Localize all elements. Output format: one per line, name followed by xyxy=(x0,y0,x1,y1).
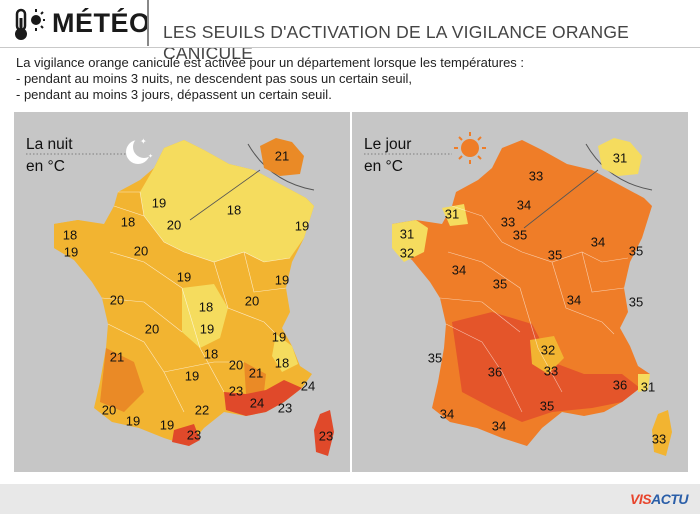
map-label: 34 xyxy=(590,234,606,250)
header-divider xyxy=(147,0,149,46)
map-label: 18 xyxy=(198,299,214,315)
map-label: 20 xyxy=(166,217,182,233)
map-label: 35 xyxy=(492,276,508,292)
map-label: 35 xyxy=(547,247,563,263)
map-label: 19 xyxy=(151,195,167,211)
footer-logo: VISACTU xyxy=(630,491,688,507)
map-label: 24 xyxy=(300,378,316,394)
intro-line: - pendant au moins 3 nuits, ne descenden… xyxy=(16,71,413,86)
map-label: 21 xyxy=(109,349,125,365)
map-label: 34 xyxy=(516,197,532,213)
map-label: 19 xyxy=(199,321,215,337)
inset-region xyxy=(260,138,304,176)
map-label: 19 xyxy=(294,218,310,234)
page-title: LES SEUILS D'ACTIVATION DE LA VIGILANCE … xyxy=(163,22,630,63)
map-label: 36 xyxy=(612,377,628,393)
map-label: 18 xyxy=(203,346,219,362)
map-label: 20 xyxy=(101,402,117,418)
map-label: 35 xyxy=(539,398,555,414)
header-rule xyxy=(0,47,700,48)
map-label: 33 xyxy=(500,214,516,230)
map-label: 20 xyxy=(228,357,244,373)
map-label: 34 xyxy=(451,262,467,278)
map-label: 18 xyxy=(120,214,136,230)
map-label: 20 xyxy=(244,293,260,309)
map-label: 18 xyxy=(226,202,242,218)
map-label: 19 xyxy=(125,413,141,429)
day-map-panel: Le jour en °C 31 33 31 34 33 35 31 32 34… xyxy=(352,112,688,472)
map-label: 19 xyxy=(159,417,175,433)
map-label: 20 xyxy=(144,321,160,337)
map-label: 33 xyxy=(543,363,559,379)
header: MÉTÉO LES SEUILS D'ACTIVATION DE LA VIGI… xyxy=(0,0,700,63)
map-label: 33 xyxy=(528,168,544,184)
map-label: 22 xyxy=(194,402,210,418)
night-map-title: La nuit en °C xyxy=(26,136,73,175)
inset-region xyxy=(598,138,642,176)
svg-text:✦: ✦ xyxy=(140,137,147,146)
map-label: 19 xyxy=(63,244,79,260)
map-label: 20 xyxy=(133,243,149,259)
map-label: 34 xyxy=(491,418,507,434)
map-label: 19 xyxy=(176,269,192,285)
map-label: 24 xyxy=(249,395,265,411)
map-label: 35 xyxy=(628,243,644,259)
map-label: 31 xyxy=(399,226,415,242)
map-label: 23 xyxy=(228,383,244,399)
map-label: 36 xyxy=(487,364,503,380)
sun-icon xyxy=(454,132,486,164)
map-label: 18 xyxy=(62,227,78,243)
intro-text: La vigilance orange canicule est activée… xyxy=(16,55,524,103)
map-label: 35 xyxy=(628,294,644,310)
map-label: 21 xyxy=(248,365,264,381)
day-map xyxy=(364,132,672,456)
night-map: ✦ ✦ xyxy=(26,136,334,456)
night-map-panel: ✦ ✦ La nuit en °C 21 19 18 20 18 19 18 1… xyxy=(14,112,350,472)
moon-stars-icon: ✦ ✦ xyxy=(126,136,155,164)
map-label: 19 xyxy=(274,272,290,288)
intro-line: La vigilance orange canicule est activée… xyxy=(16,55,525,70)
intro-line: - pendant au moins 3 jours, dépassent un… xyxy=(16,87,332,102)
thermometer-sun-icon xyxy=(15,8,45,40)
map-label: 23 xyxy=(277,400,293,416)
map-label: 19 xyxy=(184,368,200,384)
map-label: 34 xyxy=(566,292,582,308)
footer: VISACTU xyxy=(0,484,700,514)
map-label: 20 xyxy=(109,292,125,308)
map-label: 33 xyxy=(651,431,667,447)
map-label: 31 xyxy=(444,206,460,222)
map-label: 31 xyxy=(640,379,656,395)
map-label: 19 xyxy=(271,329,287,345)
map-label: 34 xyxy=(439,406,455,422)
map-label: 21 xyxy=(274,148,290,164)
map-label: 35 xyxy=(427,350,443,366)
map-label: 31 xyxy=(612,150,628,166)
map-label: 18 xyxy=(274,355,290,371)
map-label: 23 xyxy=(318,428,334,444)
map-label: 32 xyxy=(399,245,415,261)
map-label: 23 xyxy=(186,427,202,443)
day-map-title: Le jour en °C xyxy=(364,136,412,175)
svg-text:✦: ✦ xyxy=(148,153,153,160)
map-label: 32 xyxy=(540,342,556,358)
brand-title: MÉTÉO xyxy=(52,8,151,38)
map-label: 35 xyxy=(512,227,528,243)
